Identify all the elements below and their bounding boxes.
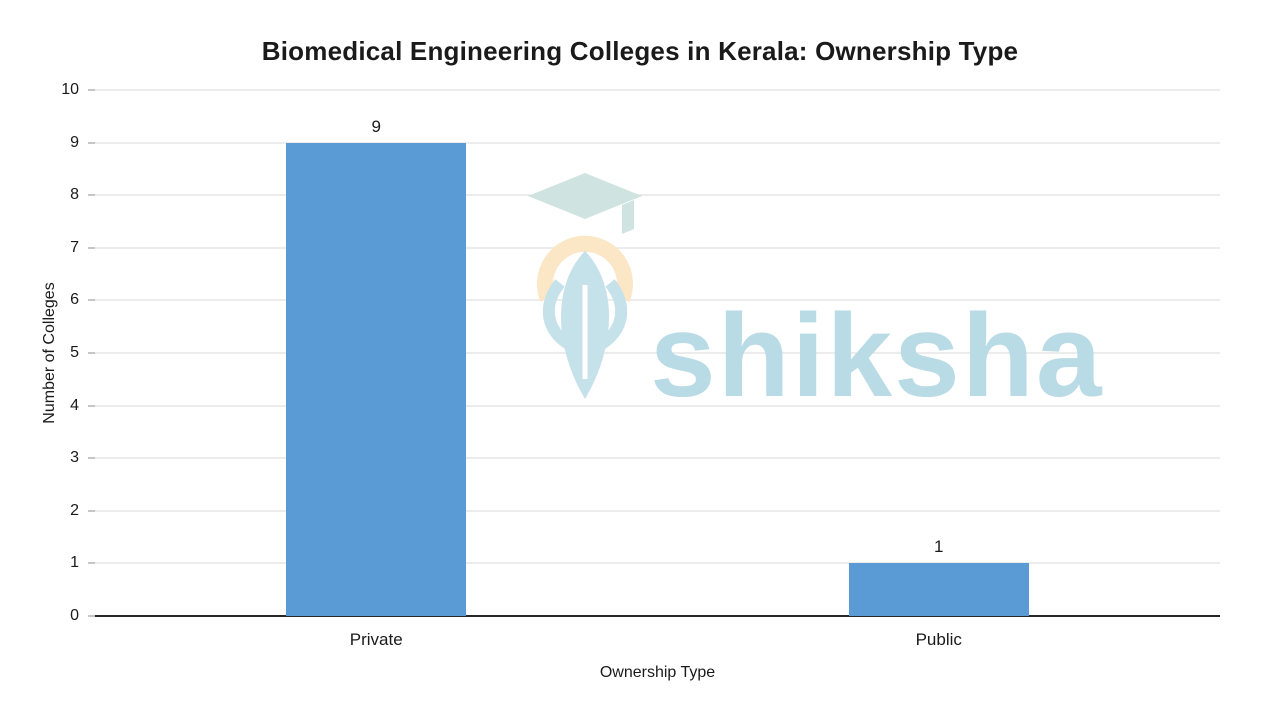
y-tick-label: 5 xyxy=(70,344,79,361)
y-tick-label: 8 xyxy=(70,186,79,204)
x-axis-line xyxy=(95,615,1220,617)
bar-value-label: 9 xyxy=(371,116,381,136)
y-tick-mark xyxy=(88,510,95,512)
gridline xyxy=(95,194,1220,196)
y-tick-label: 0 xyxy=(70,607,79,624)
y-tick-mark xyxy=(88,352,95,354)
y-tick-mark xyxy=(88,247,95,249)
y-tick-mark xyxy=(88,194,95,196)
gridline xyxy=(95,142,1220,144)
y-tick-mark xyxy=(88,89,95,91)
bar-public xyxy=(848,563,1029,616)
y-tick-label: 3 xyxy=(70,449,79,467)
gridline xyxy=(95,562,1220,564)
y-tick-mark xyxy=(88,142,95,144)
gridline xyxy=(95,510,1220,512)
y-tick-mark xyxy=(88,405,95,407)
bar-value-label: 1 xyxy=(934,537,944,557)
gridline xyxy=(95,299,1220,301)
y-tick-label: 9 xyxy=(70,133,79,151)
bar-private xyxy=(286,142,467,616)
y-tick-label: 4 xyxy=(70,396,79,414)
gridline xyxy=(95,352,1220,354)
y-tick-label: 1 xyxy=(70,554,79,572)
y-axis-title: Number of Colleges xyxy=(41,282,58,424)
gridline xyxy=(95,457,1220,459)
chart-title: Biomedical Engineering Colleges in Keral… xyxy=(261,36,1019,66)
bar-slot: 1 xyxy=(658,90,1221,616)
y-tick-mark xyxy=(88,562,95,564)
x-tick-label: Public xyxy=(915,630,962,649)
x-axis-title: Ownership Type xyxy=(599,664,716,681)
y-tick-label: 10 xyxy=(61,81,79,98)
y-tick-label: 7 xyxy=(70,238,79,256)
y-tick-mark xyxy=(88,299,95,301)
y-tick-label: 6 xyxy=(70,291,79,309)
gridline xyxy=(95,247,1220,249)
gridline xyxy=(95,89,1220,91)
x-tick-labels: Private Public xyxy=(95,630,1220,650)
x-tick-label: Private xyxy=(349,630,403,649)
gridline xyxy=(95,405,1220,407)
y-tick-label: 2 xyxy=(70,501,79,519)
y-tick-mark xyxy=(88,615,95,617)
bar-slot: 9 xyxy=(95,90,658,616)
y-tick-mark xyxy=(88,457,95,459)
